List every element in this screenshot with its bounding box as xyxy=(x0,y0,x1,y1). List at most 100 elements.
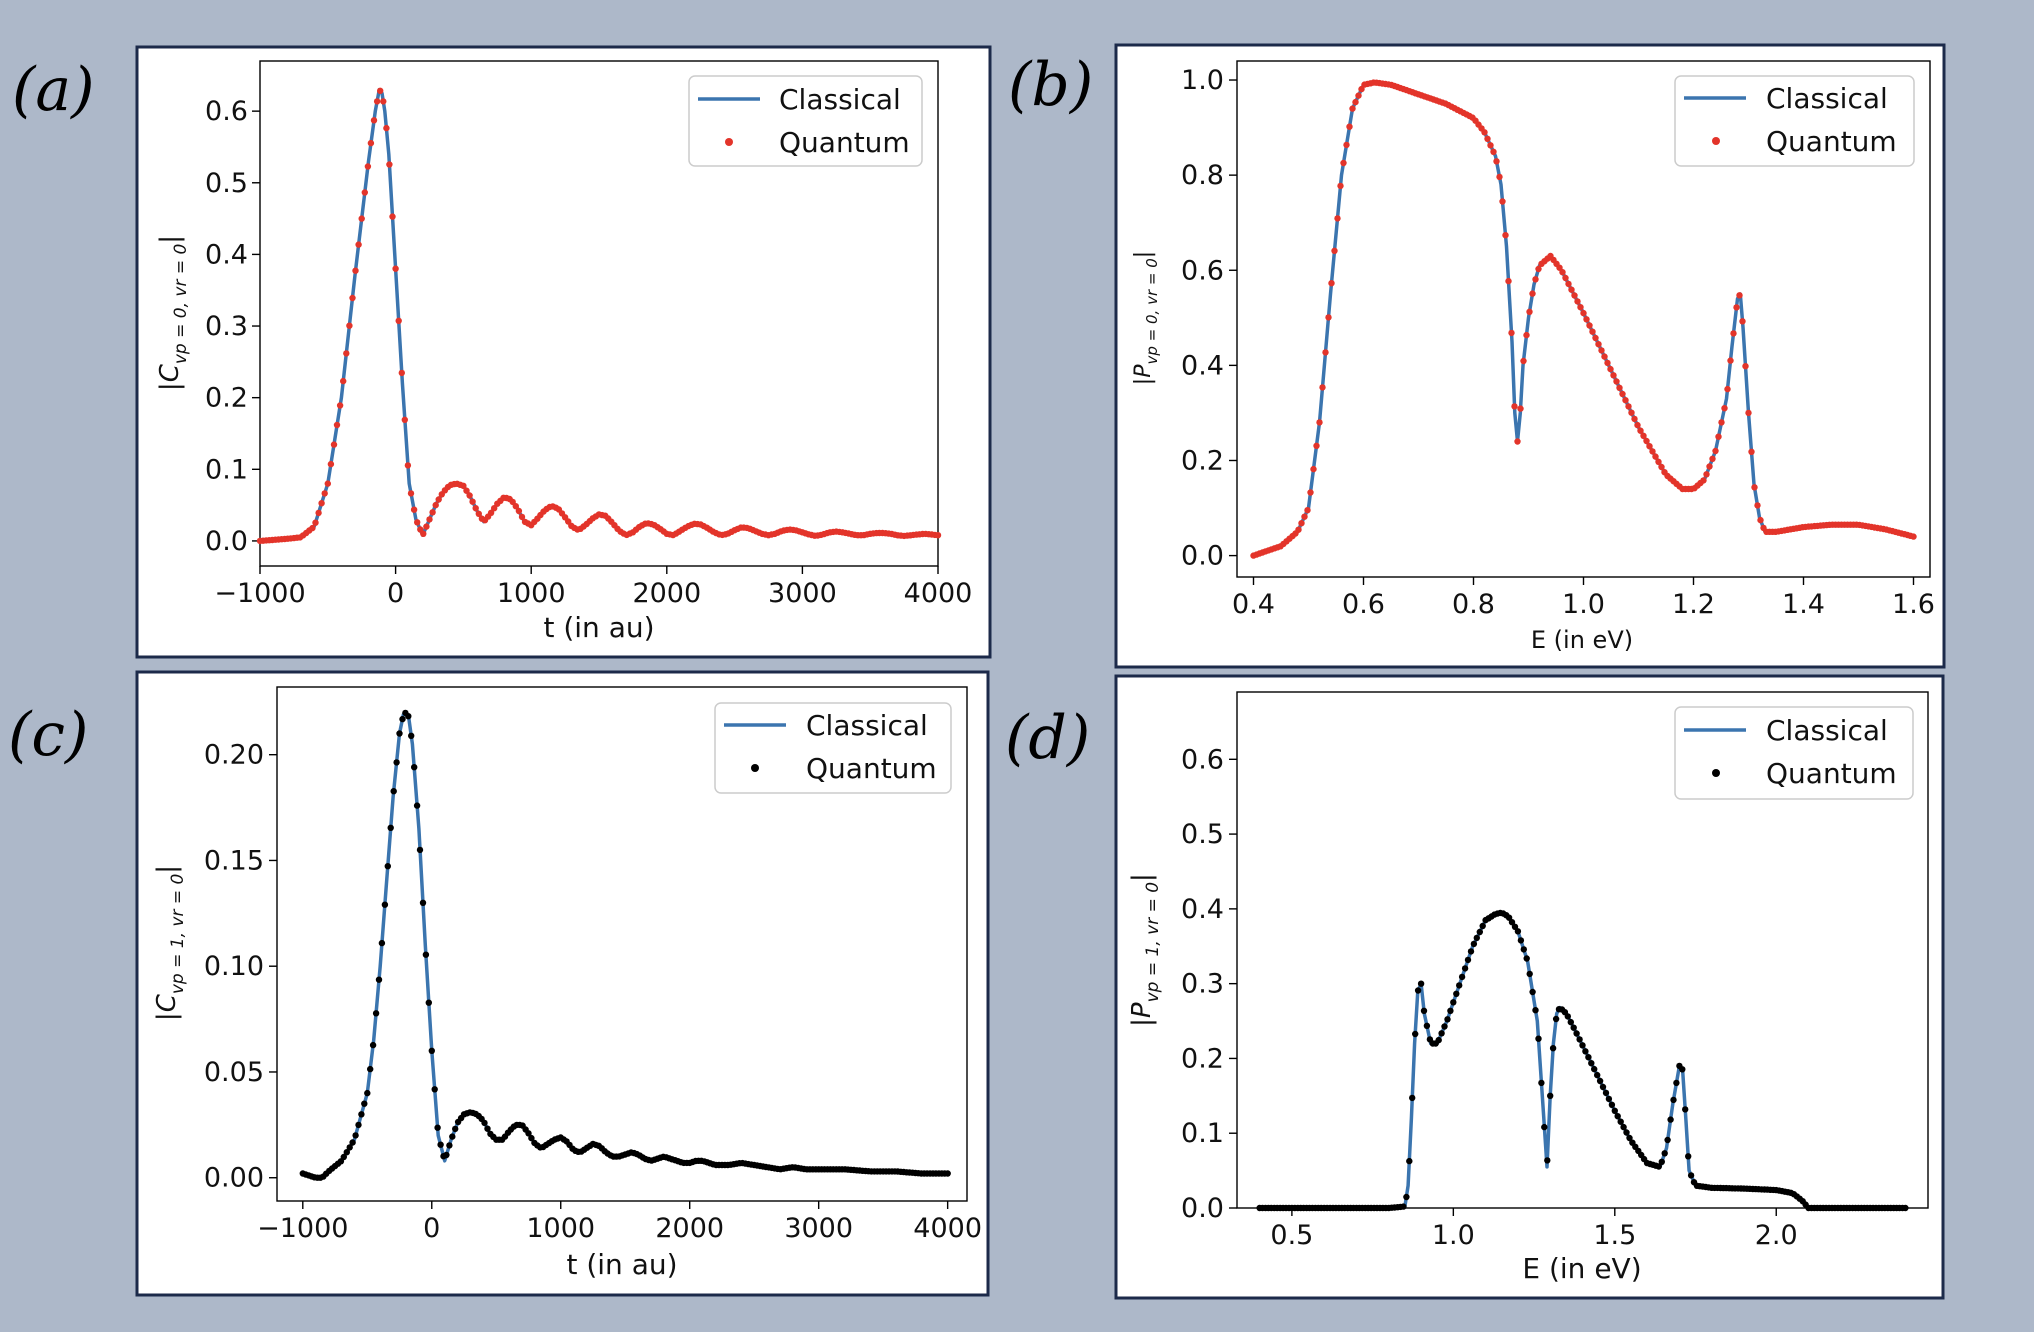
quantum-point xyxy=(420,530,427,537)
panel-d-legend: Classical Quantum xyxy=(1674,706,1914,800)
panel-d-ylabel-end: | xyxy=(1127,873,1157,882)
quantum-point xyxy=(367,139,375,147)
quantum-point xyxy=(389,213,396,220)
y-tick-label: 0.6 xyxy=(1181,255,1224,286)
quantum-point xyxy=(1476,928,1484,936)
quantum-point xyxy=(1596,1077,1604,1085)
panel-b-legend-quantum-label: Quantum xyxy=(1766,125,1897,158)
quantum-point xyxy=(1718,419,1725,426)
quantum-point xyxy=(1412,1030,1419,1038)
quantum-point xyxy=(1568,286,1575,293)
panel-c-plot xyxy=(299,709,951,1181)
quantum-point xyxy=(1349,105,1356,112)
quantum-point xyxy=(1655,1163,1663,1170)
quantum-point xyxy=(1646,443,1653,450)
quantum-point xyxy=(1517,937,1525,944)
quantum-point xyxy=(1508,329,1515,337)
y-tick-label: 0.5 xyxy=(1181,819,1224,850)
panel-c-ylabel-end: | xyxy=(152,865,182,874)
quantum-point xyxy=(1643,437,1650,445)
quantum-point xyxy=(475,510,482,517)
x-tick-label: 2.0 xyxy=(1755,1220,1798,1251)
quantum-point xyxy=(446,1142,453,1149)
x-tick-label: 1000 xyxy=(497,578,566,609)
quantum-point xyxy=(309,524,316,532)
quantum-point xyxy=(1464,956,1472,964)
panel-a-ylabel-end: | xyxy=(155,235,185,244)
quantum-point xyxy=(1301,513,1308,520)
quantum-point xyxy=(428,1047,435,1055)
panel-c-ylabel: |Cvp = 1, vr = 0| xyxy=(152,865,188,1021)
quantum-point xyxy=(1667,1116,1674,1123)
quantum-point xyxy=(378,939,386,947)
quantum-point xyxy=(1520,946,1528,953)
panel-c-yticks: 0.00 0.05 0.10 0.15 0.20 xyxy=(204,740,277,1194)
quantum-point xyxy=(386,161,393,168)
x-tick-label: 1.0 xyxy=(1432,1220,1475,1251)
quantum-point xyxy=(944,1170,951,1177)
quantum-point xyxy=(1496,173,1503,181)
quantum-point xyxy=(413,802,421,809)
quantum-point xyxy=(1417,980,1425,987)
y-tick-label: 0.2 xyxy=(205,383,248,414)
quantum-point xyxy=(1337,182,1344,190)
quantum-point xyxy=(1409,1094,1416,1102)
quantum-point xyxy=(390,788,397,795)
quantum-point xyxy=(321,490,328,497)
quantum-point xyxy=(352,267,359,274)
quantum-point xyxy=(327,460,335,468)
quantum-point xyxy=(1682,1106,1689,1113)
quantum-point xyxy=(1358,85,1365,93)
quantum-point xyxy=(518,513,526,521)
panel-b-legend-classical-label: Classical xyxy=(1766,82,1888,115)
quantum-point xyxy=(1444,1016,1451,1023)
quantum-point xyxy=(1585,1054,1592,1061)
quantum-point xyxy=(437,1141,444,1148)
x-tick-label: 3000 xyxy=(768,578,837,609)
quantum-point xyxy=(369,1041,377,1049)
quantum-point xyxy=(1703,471,1710,478)
y-tick-label: 1.0 xyxy=(1181,65,1224,96)
panel-b-xlabel: E (in eV) xyxy=(1531,626,1633,654)
quantum-point xyxy=(1520,357,1527,365)
quantum-point xyxy=(1355,92,1362,99)
panel-d-ylabel: |Pvp = 1, vr = 0| xyxy=(1127,873,1163,1027)
panel-b-ylabel: |Pvp = 0, vr = 0| xyxy=(1131,251,1161,385)
quantum-point xyxy=(1727,357,1734,364)
quantum-point xyxy=(1559,269,1566,276)
quantum-point xyxy=(1721,405,1728,412)
quantum-point xyxy=(1304,507,1311,514)
quantum-point xyxy=(1614,1113,1621,1120)
quantum-point xyxy=(1670,1096,1677,1104)
x-tick-label: 3000 xyxy=(784,1213,853,1244)
quantum-point xyxy=(1910,533,1917,540)
y-tick-label: 0.3 xyxy=(1181,969,1224,1000)
y-tick-label: 0.2 xyxy=(1181,445,1224,476)
quantum-point xyxy=(1687,1172,1695,1179)
quantum-point xyxy=(414,519,421,526)
quantum-point xyxy=(395,317,402,324)
x-tick-label: 1.4 xyxy=(1782,589,1825,620)
quantum-point xyxy=(1493,158,1500,165)
quantum-point xyxy=(364,163,372,170)
y-tick-label: 0.00 xyxy=(204,1163,264,1194)
quantum-point xyxy=(1617,1118,1624,1125)
quantum-point xyxy=(384,863,391,870)
quantum-point xyxy=(318,500,325,507)
quantum-point xyxy=(1623,1129,1630,1136)
y-tick-label: 0.10 xyxy=(204,951,264,982)
quantum-point xyxy=(352,1132,359,1139)
quantum-point xyxy=(1505,277,1512,285)
quantum-point xyxy=(1601,353,1608,360)
quantum-point xyxy=(1490,148,1497,155)
quantum-point xyxy=(367,1065,374,1073)
quantum-point xyxy=(1467,948,1475,955)
quantum-point xyxy=(1414,987,1422,994)
quantum-point xyxy=(398,369,405,377)
quantum-point xyxy=(1742,363,1749,370)
quantum-point xyxy=(1532,1007,1539,1014)
panel-d-legend-quantum-marker xyxy=(1712,769,1720,777)
quantum-point xyxy=(393,759,400,766)
quantum-point xyxy=(349,294,356,302)
quantum-point xyxy=(1535,265,1542,273)
